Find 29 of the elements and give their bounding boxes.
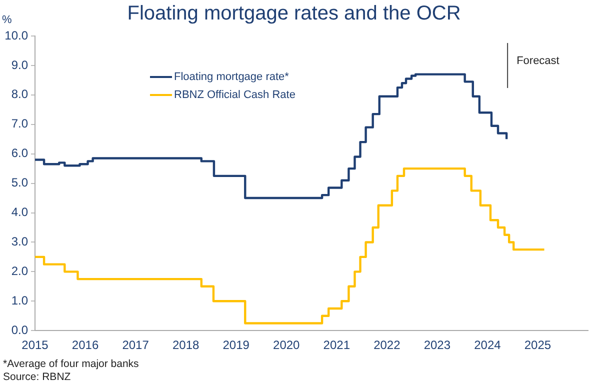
legend-label: RBNZ Official Cash Rate [174,89,296,101]
x-tick-label: 2024 [474,338,502,352]
y-tick-label: 5.0 [11,176,28,190]
x-tick-label: 2016 [72,338,99,352]
y-tick-label: 10.0 [4,28,28,42]
y-tick-label: 1.0 [11,293,28,308]
chart-title: Floating mortgage rates and the OCR [127,2,461,25]
x-tick-label: 2017 [122,338,150,352]
x-tick-label: 2018 [172,338,200,352]
x-tick-label: 2025 [524,338,552,352]
source-note: Source: RBNZ [3,371,72,384]
y-tick-label: 3.0 [11,234,28,249]
y-tick-label: 8.0 [11,87,28,102]
x-tick-label: 2021 [323,338,350,352]
x-tick-label: 2023 [424,338,451,352]
y-axis-title: % [2,14,12,26]
y-tick-label: 4.0 [11,205,28,220]
y-tick-label: 2.0 [11,264,28,278]
x-tick-label: 2020 [273,338,300,352]
text: *Average of four major banks [3,358,139,371]
legend-label: Floating mortgage rate* [174,71,289,83]
x-tick-label: 2015 [22,338,49,352]
x-tick-label: 2022 [374,338,401,352]
x-tick-label: 2019 [222,338,250,352]
y-tick-label: 0.0 [11,322,28,337]
y-tick-label: 9.0 [11,58,28,72]
y-tick-label: 7.0 [11,116,28,131]
ref-line-label: Forecast [516,55,560,68]
y-tick-label: 6.0 [11,146,28,160]
